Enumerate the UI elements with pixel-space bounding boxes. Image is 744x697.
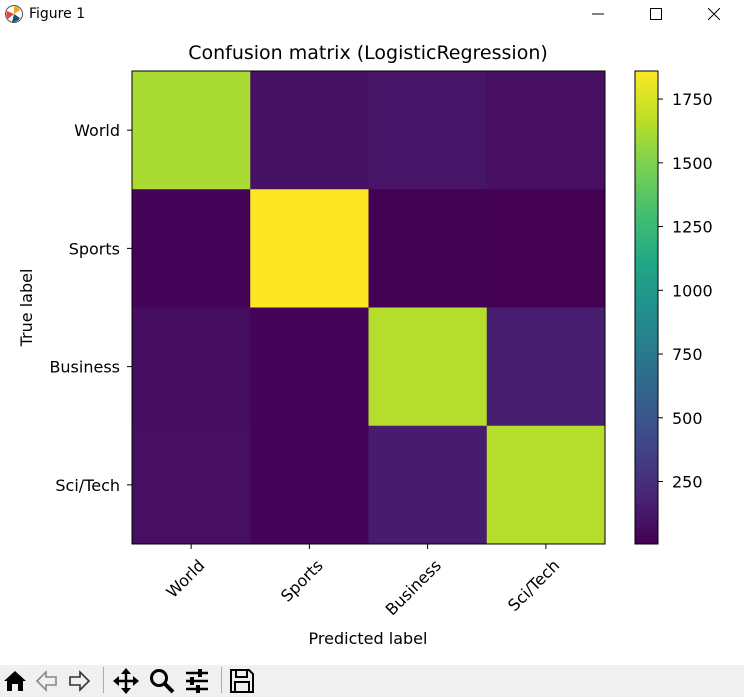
maximize-button[interactable] [627, 0, 685, 28]
minimize-icon [592, 13, 604, 15]
minimize-button[interactable] [569, 0, 627, 28]
colorbar-tick-label: 750 [672, 345, 703, 364]
heatmap-cell [486, 425, 606, 545]
heatmap-cell [486, 307, 606, 427]
navigation-toolbar [0, 665, 744, 697]
home-button[interactable] [0, 667, 30, 695]
maximize-icon [650, 8, 662, 20]
home-icon [4, 671, 26, 691]
heatmap-cell [368, 425, 488, 545]
colorbar-tick-label: 250 [672, 473, 703, 492]
matplotlib-icon [5, 5, 23, 23]
colorbar [634, 70, 659, 545]
window-title: Figure 1 [29, 6, 86, 22]
heatmap-cell [132, 189, 251, 308]
confusion-matrix-chart: Confusion matrix (LogisticRegression) Wo… [17, 42, 713, 648]
y-axis-label: True label [17, 269, 36, 348]
y-tick-label: Sci/Tech [55, 476, 120, 495]
toolbar-separator [221, 667, 222, 693]
forward-icon [69, 670, 91, 692]
pan-icon [113, 668, 139, 694]
heatmap-cell [132, 307, 251, 427]
x-tick-label: Business [382, 556, 445, 619]
window-titlebar: Figure 1 [0, 0, 744, 28]
x-tick-label: Sports [277, 556, 327, 606]
heatmap-cell [486, 189, 606, 308]
colorbar-tick-label: 1750 [672, 90, 713, 109]
heatmap-cell [250, 307, 369, 427]
x-axis-label: Predicted label [309, 629, 428, 648]
zoom-button[interactable] [147, 667, 177, 695]
save-icon [230, 669, 254, 693]
heatmap-cell [250, 71, 369, 190]
colorbar-tick-label: 1500 [672, 154, 713, 173]
save-button[interactable] [227, 667, 257, 695]
heatmap-cell [132, 425, 251, 545]
heatmap-cell [486, 71, 606, 190]
heatmap-cell [250, 425, 369, 545]
zoom-icon [150, 669, 175, 694]
x-tick-label: Sci/Tech [504, 556, 563, 615]
heatmap-cell [368, 189, 488, 308]
colorbar-tick-label: 1000 [672, 281, 713, 300]
heatmap-cell [368, 71, 488, 190]
heatmap-cell [368, 307, 488, 427]
heatmap-cell [250, 189, 369, 308]
close-button[interactable] [685, 0, 743, 28]
close-icon [708, 8, 720, 20]
x-tick-label: World [163, 556, 209, 602]
toolbar-separator [103, 667, 104, 693]
y-tick-label: World [74, 121, 120, 140]
colorbar-tick-label: 1250 [672, 218, 713, 237]
heatmap-cell [132, 71, 251, 190]
chart-title: Confusion matrix (LogisticRegression) [188, 42, 548, 64]
plot-frame [131, 70, 606, 545]
y-tick-label: Sports [69, 239, 120, 258]
colorbar-tick-label: 500 [672, 409, 703, 428]
y-tick-label: Business [49, 358, 120, 377]
configure-subplots-button[interactable] [182, 667, 212, 695]
pan-button[interactable] [111, 667, 141, 695]
configure-subplots-icon [186, 669, 208, 693]
forward-button[interactable] [64, 667, 94, 695]
figure-canvas[interactable]: Confusion matrix (LogisticRegression) Wo… [0, 28, 744, 665]
back-icon [35, 670, 57, 692]
back-button[interactable] [32, 667, 62, 695]
